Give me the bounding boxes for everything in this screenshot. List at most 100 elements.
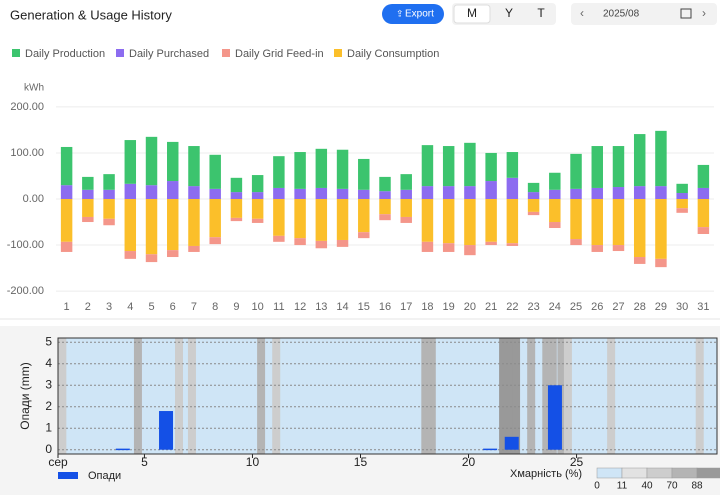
colorbar-tick-label: 11 [617, 481, 628, 492]
bar-segment [442, 146, 455, 187]
bar-segment [209, 237, 221, 245]
bar-segment [167, 141, 179, 182]
legend-label: Опади [88, 470, 121, 482]
bar-segment [506, 199, 519, 244]
bar-segment [485, 199, 497, 242]
bar-segment [633, 134, 646, 187]
cloud-strip [527, 338, 536, 454]
colorbar-cell [621, 467, 648, 479]
bar-segment [570, 239, 582, 246]
legend-swatch [58, 472, 78, 479]
tab[interactable]: T [537, 6, 545, 20]
page-title: Generation & Usage History [10, 7, 172, 22]
bar-segment [336, 149, 349, 189]
x-tick-label: 22 [506, 301, 518, 313]
bar-segment [124, 183, 137, 199]
bar-segment [167, 250, 179, 258]
bar-segment [400, 216, 412, 223]
x-tick-label: 25 [570, 455, 584, 469]
bar-segment [570, 199, 582, 240]
x-tick-label: 14 [336, 301, 348, 313]
x-tick-label: 7 [191, 301, 197, 313]
date-label[interactable]: 2025/08 [603, 9, 640, 20]
bar-segment [60, 146, 73, 186]
bar-segment [400, 199, 412, 217]
bar-segment [506, 177, 519, 199]
bar [483, 448, 498, 451]
bar-segment [676, 183, 688, 194]
next-arrow[interactable]: › [702, 6, 706, 20]
prev-arrow[interactable]: ‹ [580, 6, 584, 20]
y-tick-label: 200.00 [10, 101, 44, 113]
bar-segment [655, 199, 667, 259]
bar-segment [358, 158, 370, 190]
bar-segment [485, 181, 497, 199]
date-picker[interactable] [571, 3, 717, 25]
bar-segment [464, 199, 476, 246]
bar-segment [591, 199, 603, 246]
legend-swatch [334, 49, 342, 57]
y-tick-label: 100.00 [10, 147, 44, 159]
bar-segment [549, 172, 561, 190]
bar-segment [612, 199, 625, 246]
x-tick-label: 19 [443, 301, 455, 313]
x-tick-label: 24 [549, 301, 561, 313]
calendar-icon[interactable] [680, 8, 692, 19]
cloud-strip [512, 338, 521, 454]
bar-segment [273, 156, 285, 188]
bar-segment [82, 199, 94, 217]
bar-segment [188, 146, 200, 187]
cloud-strip [505, 338, 514, 454]
tab[interactable]: Y [505, 6, 513, 20]
bar-segment [379, 176, 391, 192]
bar-segment [209, 188, 221, 199]
bar [115, 448, 130, 451]
y-unit: kWh [24, 83, 44, 94]
export-label[interactable]: Export [405, 9, 434, 20]
legend-label: Daily Purchased [129, 48, 209, 60]
bar-segment [549, 189, 561, 199]
bar-segment [82, 216, 94, 223]
bar-segment [251, 199, 264, 219]
x-tick-label: 27 [612, 301, 624, 313]
bar-segment [400, 174, 412, 190]
bar-segment [549, 222, 561, 229]
x-tick-label: 29 [655, 301, 667, 313]
tab[interactable]: M [467, 6, 477, 20]
cloud-strip [542, 338, 551, 454]
bar-segment [167, 199, 179, 251]
bar-segment [294, 238, 306, 246]
colorbar-cell [646, 467, 673, 479]
bar-segment [103, 218, 115, 226]
colorbar-cell [596, 467, 623, 479]
bar-segment [591, 245, 603, 252]
bar-segment [697, 227, 710, 234]
x-tick-label: 18 [421, 301, 433, 313]
colorbar-cell [696, 467, 720, 479]
bar-segment [591, 187, 603, 199]
bar-segment [230, 192, 243, 199]
bar-segment [442, 199, 455, 244]
legend-label: Daily Production [25, 48, 105, 60]
x-tick-label: 17 [400, 301, 412, 313]
colorbar-tick-label: 40 [641, 481, 653, 492]
bar-segment [336, 239, 349, 247]
bar-segment [230, 199, 243, 218]
bar-segment [485, 241, 497, 246]
bar-segment [655, 130, 667, 187]
tab-active[interactable] [453, 4, 491, 24]
bar-segment [294, 152, 306, 189]
export-button[interactable] [382, 4, 444, 24]
bar-segment [464, 142, 476, 187]
bar-segment [527, 211, 540, 216]
export-icon: ⇪ [396, 8, 404, 18]
x-tick-label: 2 [85, 301, 91, 313]
bar-segment [506, 243, 519, 246]
x-tick-label: 12 [294, 301, 306, 313]
x-tick-label: 31 [697, 301, 709, 313]
bar-segment [358, 199, 370, 233]
bar-segment [315, 187, 328, 199]
legend-label: Daily Grid Feed-in [235, 48, 324, 60]
y-tick-label: -200.00 [7, 285, 44, 297]
y-tick-label: 1 [45, 420, 52, 434]
